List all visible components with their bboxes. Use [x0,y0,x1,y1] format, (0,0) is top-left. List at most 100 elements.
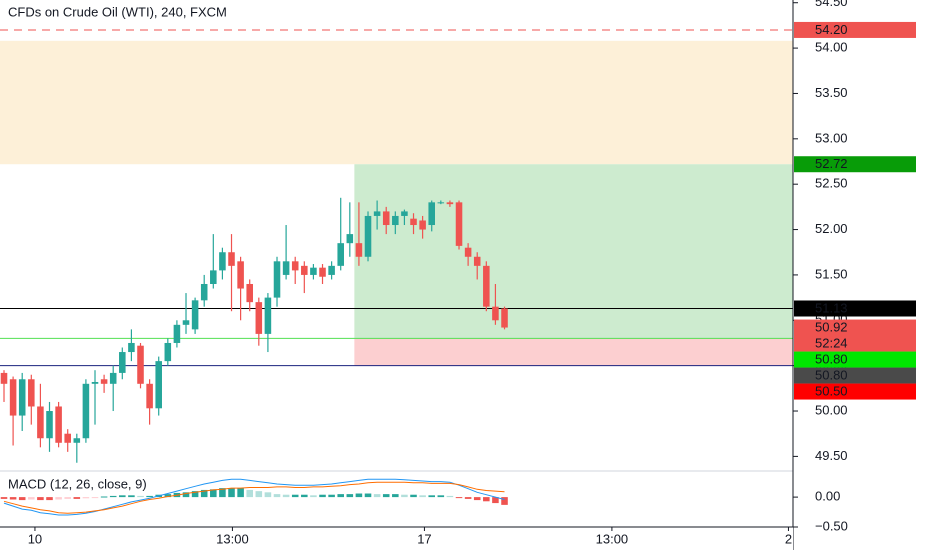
macd-bar [228,488,235,498]
candle-body [109,372,117,384]
candle-body [319,267,326,277]
macd-bar [182,492,190,498]
macd-bar [46,497,53,501]
macd-bar [137,495,144,498]
candle-body [200,283,208,301]
macd-bar [55,497,62,500]
y-tick-label: 53.50 [815,85,848,100]
price-label-bg [794,383,916,400]
macd-bar [246,489,253,498]
macd-bar [501,497,508,505]
price-label: 50.80 [815,351,848,366]
candle-body [28,379,35,407]
candle-body [282,261,290,275]
candle-body [210,270,217,284]
macd-bar [255,491,263,498]
macd-bar [446,495,454,498]
candle-body [373,211,381,216]
price-label: 50.80 [815,367,848,382]
candle-body [428,202,435,226]
macd-bar [410,494,417,498]
y-tick-label: 51.50 [815,266,848,281]
x-tick-label: 2 [785,531,792,546]
y-tick-label: 54.00 [815,40,848,55]
macd-bar [492,497,499,504]
candle-body [155,361,162,409]
candle-body [483,265,490,307]
macd-bar [28,497,35,500]
chart-title: CFDs on Crude Oil (WTI), 240, FXCM [8,4,227,19]
macd-bar [200,489,208,498]
candle-body [246,283,253,303]
macd-bar [464,497,472,499]
countdown: 52:24 [815,335,848,350]
candle-body [173,324,181,343]
candle-body [473,256,481,266]
macd-bar [82,497,90,499]
macd-bar [219,488,226,498]
macd-line [3,481,505,514]
candle-body [255,302,263,334]
candle-body [91,381,99,384]
price-label-bg [794,351,916,368]
price-label: 54.20 [815,22,848,37]
candle-body [301,265,308,275]
x-tick-label: 10 [28,531,42,546]
candle-body [464,247,472,257]
price-label-bg [794,367,916,384]
macd-bar [210,489,217,498]
candle-body [419,220,426,230]
macd-bar [428,495,435,498]
y-tick-label: 52.00 [815,221,848,236]
candle-body [346,234,354,244]
candle-body [446,202,454,205]
macd-bar [419,495,426,498]
candle-body [164,342,172,362]
macd-bar [9,497,17,500]
y-tick-label: 0.00 [815,489,840,504]
macd-bar [310,495,317,498]
macd-bar [146,495,153,498]
time-axis-bg [0,527,793,550]
candle-body [392,215,399,226]
macd-bar [455,497,463,499]
price-label-bg [794,156,916,173]
axis-bg [793,0,932,550]
price-label: 50.50 [815,383,848,398]
candle-body [382,211,390,226]
candle-body [119,352,126,373]
candle-body [364,215,372,257]
macd-bar [64,497,71,499]
candle-body [73,438,81,443]
price-label-bg [794,300,916,317]
macd-bar [392,494,399,498]
candle-body [64,433,71,443]
candle-body [228,252,235,266]
x-tick-label: 17 [417,531,431,546]
zone [0,40,793,165]
macd-line [3,478,505,516]
macd-bar [282,494,290,498]
macd-bar [100,496,108,498]
title-bg [0,0,500,24]
candle-body [410,218,417,226]
candle-body [501,308,508,328]
zone [354,164,793,339]
zone [354,338,793,366]
macd-bar [0,497,8,499]
macd-bar [264,492,272,498]
candle-body [355,243,363,257]
macd-bar [191,491,199,498]
candle-body [337,243,344,266]
macd-title: MACD (12, 26, close, 9) [8,476,147,491]
candle-body [437,202,445,204]
candle-body [291,261,299,271]
y-tick-label: 52.50 [815,176,848,191]
candle-body [401,211,408,216]
y-tick-label: 54.50 [815,0,848,9]
price-label: 52.72 [815,156,848,171]
candle-body [100,379,108,384]
candle-body [137,345,144,384]
macd-bar [237,488,244,498]
